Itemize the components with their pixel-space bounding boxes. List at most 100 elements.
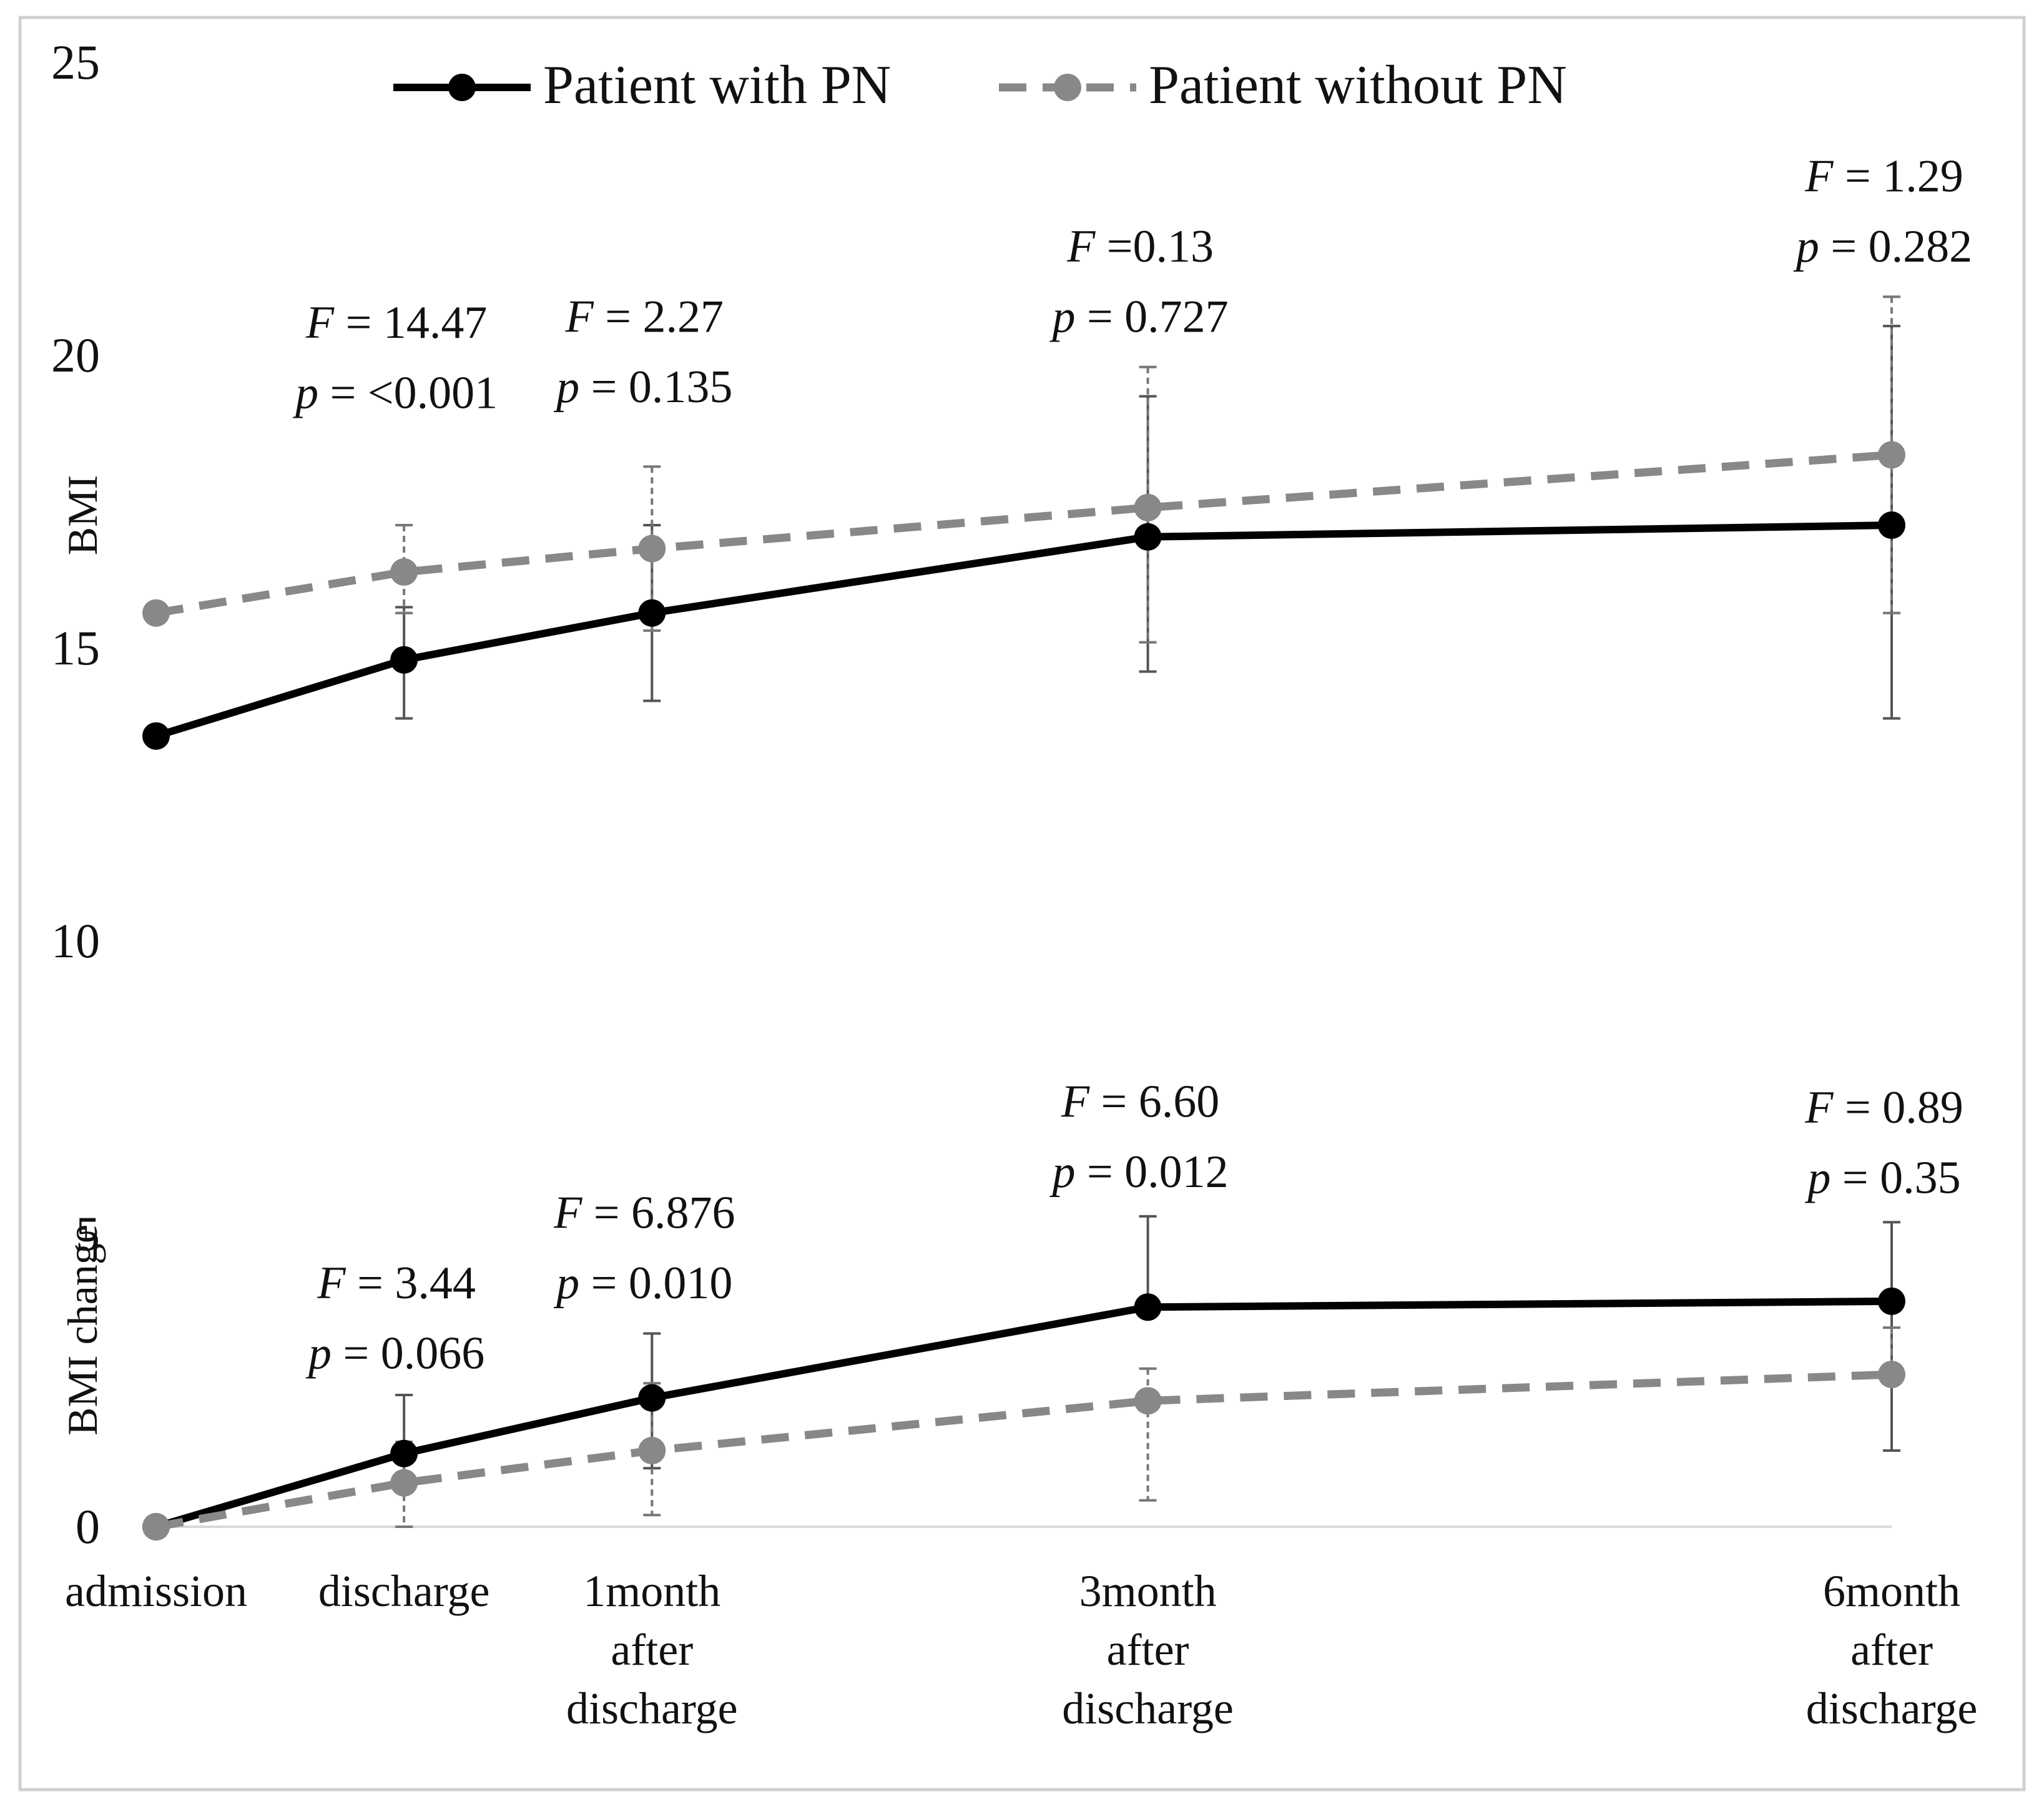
annotation-f-statistic: F = 3.44	[317, 1258, 475, 1309]
data-point-without-pn	[1134, 493, 1162, 521]
x-tick-label-line: 6month	[1823, 1566, 1960, 1616]
annotation-f-statistic: F = 0.89	[1804, 1082, 1963, 1133]
data-point-with-pn	[638, 1384, 666, 1412]
f-value: = 2.27	[594, 291, 724, 342]
x-tick-label-line: discharge	[566, 1683, 738, 1733]
y-tick-label: 0	[76, 1499, 100, 1554]
p-value: = 0.010	[579, 1258, 732, 1309]
x-tick-label-line: 3month	[1079, 1566, 1217, 1616]
p-symbol: p	[1793, 221, 1819, 272]
p-value: = 0.012	[1075, 1146, 1228, 1198]
f-symbol: F	[1804, 1082, 1834, 1133]
legend-marker-without-pn	[1054, 74, 1081, 101]
x-tick-label: 1month after discharge	[566, 1566, 738, 1733]
annotation-p-value: p = 0.727	[1049, 291, 1228, 342]
data-point-without-pn	[142, 1513, 170, 1540]
x-tick-label-line: admission	[65, 1566, 247, 1616]
f-symbol: F	[1066, 221, 1096, 272]
p-symbol: p	[1049, 1146, 1075, 1198]
p-symbol: p	[292, 367, 318, 418]
data-point-without-pn	[1134, 1387, 1162, 1415]
x-tick-label-line: discharge	[1062, 1683, 1234, 1733]
annotation-p-value: p = 0.282	[1793, 221, 1972, 272]
data-point-without-pn	[390, 558, 418, 586]
axes-layer: 0 5 10 15 20 25 BMI BMI change admission discharg…	[51, 35, 1977, 1733]
f-symbol: F	[565, 291, 594, 342]
y-tick-label: 25	[51, 35, 100, 89]
data-point-without-pn	[638, 535, 666, 563]
p-symbol: p	[1049, 291, 1075, 342]
data-point-with-pn	[1878, 1287, 1905, 1315]
y-axis-title-bmi: BMI	[59, 475, 106, 555]
data-point-without-pn	[1878, 1361, 1905, 1389]
x-tick-label-line: discharge	[318, 1566, 490, 1616]
point-layer	[142, 441, 1905, 1540]
legend: Patient with PN Patient without PN	[393, 55, 1567, 116]
p-symbol: p	[553, 1258, 579, 1309]
p-value: = 0.35	[1830, 1152, 1960, 1203]
y-axis-title-bmi-change: BMI change	[59, 1225, 106, 1436]
p-value: = 0.135	[579, 362, 732, 413]
x-tick-label-line: after	[1850, 1625, 1933, 1675]
data-point-with-pn	[1134, 1293, 1162, 1321]
f-symbol: F	[553, 1188, 582, 1239]
legend-label-without-pn: Patient without PN	[1149, 55, 1567, 116]
chart-border	[18, 16, 2026, 1792]
p-value: = 0.727	[1075, 291, 1228, 342]
x-tick-label: 6month after discharge	[1806, 1566, 1978, 1733]
f-value: = 1.29	[1833, 150, 1963, 202]
annotation-p-value: p = 0.010	[553, 1258, 732, 1309]
annotation-p-value: p = 0.012	[1049, 1146, 1228, 1198]
annotation-f-statistic: F = 2.27	[565, 291, 724, 342]
x-tick-label: 3month after discharge	[1062, 1566, 1234, 1733]
data-point-with-pn	[390, 646, 418, 674]
legend-marker-with-pn	[448, 74, 476, 101]
data-point-without-pn	[1878, 441, 1905, 469]
f-value: = 6.60	[1089, 1076, 1219, 1127]
annotation-layer: F = 14.47 p = <0.001 F = 2.27 p = 0.135 F =0…	[292, 150, 1972, 1379]
f-symbol: F	[305, 297, 335, 348]
f-value: = 3.44	[346, 1258, 476, 1309]
f-value: = 0.89	[1833, 1082, 1963, 1133]
y-tick-label: 20	[51, 328, 100, 382]
y-tick-label: 10	[51, 914, 100, 968]
p-value: = 0.282	[1819, 221, 1972, 272]
p-symbol: p	[1804, 1152, 1830, 1203]
annotation-f-statistic: F = 6.876	[553, 1188, 735, 1239]
data-point-without-pn	[638, 1437, 666, 1465]
annotation-p-value: p = <0.001	[292, 367, 498, 418]
y-tick-label: 5	[76, 1206, 100, 1261]
p-value: = 0.066	[332, 1328, 484, 1379]
legend-label-with-pn: Patient with PN	[543, 55, 891, 116]
data-point-with-pn	[638, 599, 666, 627]
p-symbol: p	[553, 362, 579, 413]
annotation-f-statistic: F = 14.47	[305, 297, 487, 348]
f-value: = 14.47	[334, 297, 487, 348]
p-value: = <0.001	[318, 367, 498, 418]
data-point-without-pn	[142, 599, 170, 627]
x-tick-label: discharge	[318, 1566, 490, 1616]
data-point-without-pn	[390, 1469, 418, 1497]
data-point-with-pn	[1134, 523, 1162, 551]
x-tick-label-line: discharge	[1806, 1683, 1978, 1733]
f-symbol: F	[1804, 150, 1834, 202]
x-tick-label-line: after	[611, 1625, 693, 1675]
annotation-p-value: p = 0.35	[1804, 1152, 1960, 1203]
y-tick-label: 15	[51, 621, 100, 675]
annotation-f-statistic: F = 6.60	[1061, 1076, 1219, 1127]
f-symbol: F	[1061, 1076, 1090, 1127]
annotation-p-value: p = 0.135	[553, 362, 732, 413]
x-tick-label-line: after	[1107, 1625, 1189, 1675]
annotation-p-value: p = 0.066	[305, 1328, 484, 1379]
f-symbol: F	[317, 1258, 346, 1309]
data-point-with-pn	[390, 1439, 418, 1467]
data-point-with-pn	[1878, 511, 1905, 540]
annotation-f-statistic: F = 1.29	[1804, 150, 1963, 202]
p-symbol: p	[305, 1328, 332, 1379]
data-point-with-pn	[142, 722, 170, 750]
annotation-f-statistic: F =0.13	[1066, 221, 1214, 272]
x-tick-label-line: 1month	[583, 1566, 720, 1616]
x-tick-label: admission	[65, 1566, 247, 1616]
